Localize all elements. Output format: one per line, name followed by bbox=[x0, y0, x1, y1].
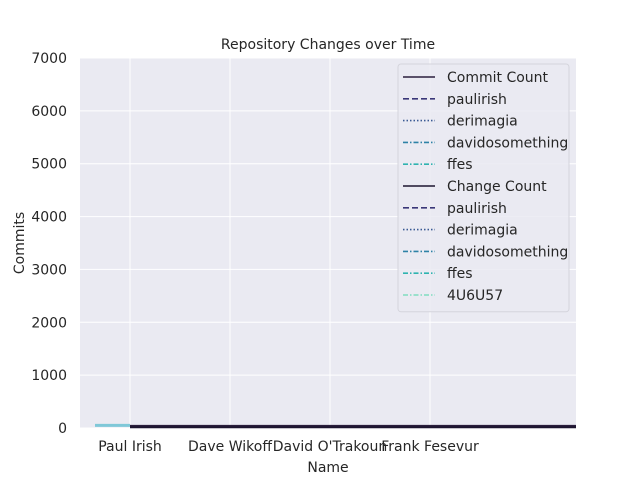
y-tick-label: 0 bbox=[58, 421, 67, 437]
legend-label: Change Count bbox=[447, 179, 547, 195]
x-tick-label: Dave Wikoff bbox=[188, 439, 272, 455]
x-tick-label: David O'Trakoun bbox=[273, 439, 388, 455]
y-tick-label: 1000 bbox=[31, 368, 67, 384]
legend-label: paulirish bbox=[447, 201, 507, 217]
y-tick-label: 5000 bbox=[31, 157, 67, 173]
legend-label: ffes bbox=[447, 266, 473, 282]
grid-lines bbox=[80, 57, 576, 429]
x-axis-label: Name bbox=[307, 460, 348, 476]
legend-label: davidosomething bbox=[447, 244, 568, 260]
legend-label: derimagia bbox=[447, 223, 518, 239]
y-tick-label: 7000 bbox=[31, 51, 67, 67]
series-lines bbox=[95, 423, 576, 429]
y-tick-label: 2000 bbox=[31, 315, 67, 331]
legend-label: paulirish bbox=[447, 92, 507, 108]
legend-box bbox=[397, 63, 570, 313]
x-tick-label: Frank Fesevur bbox=[381, 439, 479, 455]
legend-label: davidosomething bbox=[447, 135, 568, 151]
chart-title: Repository Changes over Time bbox=[221, 37, 435, 53]
y-axis-label: Commits bbox=[12, 212, 28, 274]
y-tick-label: 3000 bbox=[31, 262, 67, 278]
legend: Commit Count paulirish derimagia davidosome… bbox=[397, 63, 570, 313]
y-tick-label: 4000 bbox=[31, 210, 67, 226]
y-tick-labels: 0 1000 2000 3000 4000 5000 6000 7000 bbox=[31, 51, 67, 437]
x-tick-label: Paul Irish bbox=[98, 439, 162, 455]
legend-label: derimagia bbox=[447, 114, 518, 130]
legend-label: ffes bbox=[447, 157, 473, 173]
y-tick-label: 6000 bbox=[31, 104, 67, 120]
legend-label: 4U6U57 bbox=[447, 288, 503, 304]
legend-label: Commit Count bbox=[447, 70, 549, 86]
x-tick-labels: Paul Irish Dave Wikoff David O'TrakounFran… bbox=[98, 439, 479, 455]
